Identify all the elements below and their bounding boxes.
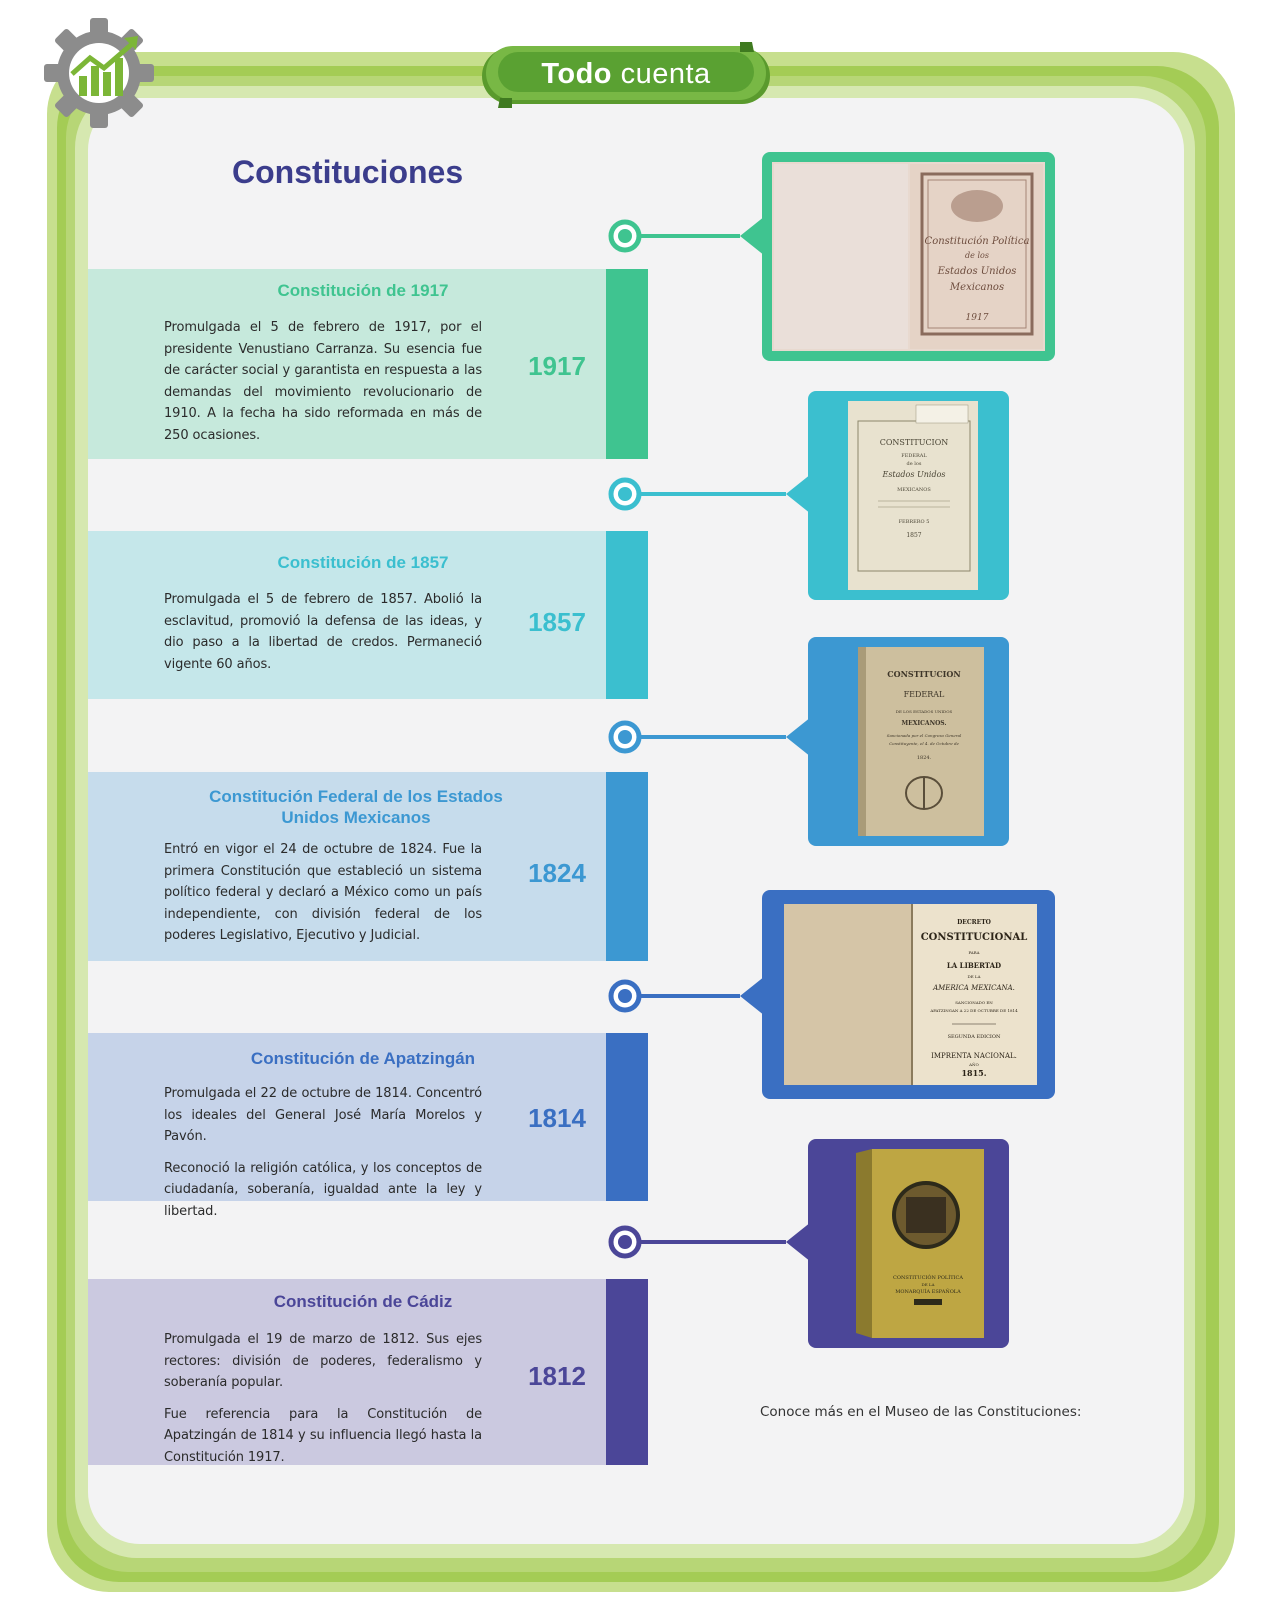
section-paragraph: Promulgada el 19 de marzo de 1812. Sus e… [164, 1332, 482, 1390]
section-paragraph: Fue referencia para la Constitución de A… [164, 1406, 482, 1465]
section-paragraph: Reconoció la religión católica, y los co… [164, 1160, 482, 1219]
book-title-line: DECRETO [957, 919, 991, 926]
section-color-bar [606, 772, 648, 961]
book-title-line: SANCIONADO EN [955, 1000, 993, 1005]
book-title-line: 1917 [966, 313, 989, 323]
book-title-line: 1815. [961, 1068, 986, 1078]
section-year: 1812 [528, 1361, 586, 1391]
timeline-connector [608, 470, 816, 518]
book-title-line: FEDERAL [901, 453, 927, 459]
image-card-1814: DECRETO CONSTITUCIONAL PARA LA LIBERTAD … [762, 890, 1055, 1099]
header-title: Todo cuenta [482, 52, 770, 96]
section-description: Entró en vigor el 24 de octubre de 1824.… [164, 839, 482, 957]
book-title-line: MEXICANOS. [901, 720, 946, 727]
section-description: Promulgada el 19 de marzo de 1812. Sus e… [164, 1329, 482, 1478]
book-title-line: CONSTITUCIÓN POLÍTICA [893, 1273, 963, 1281]
book-title-line: MEXICANOS [897, 487, 931, 493]
book-title-line: CONSTITUCION [880, 438, 949, 447]
section-title: Constitución Federal de los Estados Unid… [209, 787, 503, 827]
image-card-1917: Constitución Política de los Estados Uni… [762, 152, 1055, 361]
book-title-line: 1857 [906, 532, 921, 539]
section-description: Promulgada el 5 de febrero de 1857. Abol… [164, 589, 482, 685]
book-title-line: LA LIBERTAD [947, 961, 1001, 970]
section-color-bar [606, 1279, 648, 1465]
section-title: Constitución de Apatzingán [250, 1049, 476, 1068]
section-year: 1824 [528, 858, 586, 888]
book-title-line: FEDERAL [904, 690, 945, 699]
image-card-1824: CONSTITUCION FEDERAL DE LOS ESTADOS UNID… [808, 637, 1009, 846]
book-title-line: Constituyente, el 4. de Octubre de [889, 741, 959, 746]
book-title-line: de los [907, 461, 922, 467]
section-1812: Constitución de Cádiz Promulgada el 19 d… [88, 1279, 648, 1465]
book-title-line: PARA [968, 950, 979, 955]
section-title: Constitución de Cádiz [273, 1292, 453, 1311]
section-1814: Constitución de Apatzingán Promulgada el… [88, 1033, 648, 1219]
section-paragraph: Entró en vigor el 24 de octubre de 1824.… [164, 842, 482, 943]
section-year: 1814 [528, 1103, 586, 1133]
book-title-line: IMPRENTA NACIONAL. [931, 1052, 1017, 1060]
section-panel [88, 772, 606, 961]
section-title: Constitución de 1917 [277, 281, 449, 300]
section-year: 1857 [528, 607, 586, 637]
header-banner [482, 42, 770, 108]
museum-note: Conoce más en el Museo de las Constituci… [760, 1404, 1082, 1420]
section-panel [88, 531, 606, 699]
book-1812-image: CONSTITUCIÓN POLÍTICA DE LA MONARQUÍA ES… [818, 1149, 999, 1338]
book-title-line: SEGUNDA EDICION [948, 1034, 1001, 1040]
section-paragraph: Promulgada el 22 de octubre de 1814. Con… [164, 1086, 482, 1144]
book-title-line: DE LOS ESTADOS UNIDOS [896, 709, 953, 714]
book-title-line: APATZINGAN A 22 DE OCTUBRE DE 1814 [929, 1008, 1018, 1013]
section-color-bar [606, 1033, 648, 1201]
section-panel [88, 1033, 606, 1201]
section-1857: Constitución de 1857 Promulgada el 5 de … [88, 531, 648, 699]
book-title-line: Mexicanos [949, 282, 1004, 293]
section-1824: Constitución Federal de los Estados Unid… [88, 772, 648, 961]
section-paragraph: Promulgada el 5 de febrero de 1917, por … [164, 320, 482, 443]
section-color-bar [606, 269, 648, 459]
section-1917: Constitución de 1917 Promulgada el 5 de … [88, 269, 648, 459]
section-paragraph: Promulgada el 5 de febrero de 1857. Abol… [164, 592, 482, 672]
book-title-line: Estados Unidos [937, 266, 1017, 277]
section-title: Constitución de 1857 [277, 553, 449, 572]
section-panel [88, 269, 606, 459]
section-description: Promulgada el 22 de octubre de 1814. Con… [164, 1083, 482, 1232]
book-title-line: 1824. [917, 755, 932, 761]
book-1824-image: CONSTITUCION FEDERAL DE LOS ESTADOS UNID… [818, 647, 999, 836]
book-title-line: MONARQUÍA ESPAÑOLA [895, 1287, 961, 1295]
book-title-line: de los [965, 251, 989, 260]
book-title-line: AÑO [968, 1062, 979, 1067]
book-title-line: DE LA [922, 1282, 935, 1287]
book-1814-image: DECRETO CONSTITUCIONAL PARA LA LIBERTAD … [772, 900, 1045, 1089]
book-title-line: Constitución Política [925, 236, 1030, 247]
book-title-line: AMERICA MEXICANA. [932, 984, 1015, 992]
book-1917-image: Constitución Política de los Estados Uni… [772, 162, 1045, 351]
book-title-line: Estados Unidos [881, 470, 945, 479]
section-description: Promulgada el 5 de febrero de 1917, por … [164, 317, 482, 456]
page-title: Constituciones [232, 154, 464, 190]
book-1857-image: CONSTITUCION FEDERAL de los Estados Unid… [818, 401, 999, 590]
header-title-light: cuenta [620, 58, 711, 90]
gear-chart-logo-icon [44, 18, 154, 128]
section-panel [88, 1279, 606, 1465]
section-color-bar [606, 531, 648, 699]
book-title-line: CONSTITUCION [887, 669, 960, 679]
book-title-line: CONSTITUCIONAL [921, 932, 1028, 943]
section-year: 1917 [528, 351, 586, 381]
image-card-1812: CONSTITUCIÓN POLÍTICA DE LA MONARQUÍA ES… [808, 1139, 1009, 1348]
book-title-line: Sancionada por el Congreso General [887, 733, 962, 738]
image-card-1857: CONSTITUCION FEDERAL de los Estados Unid… [808, 391, 1009, 600]
book-title-line: DE LA [968, 974, 981, 979]
header-title-bold: Todo [541, 58, 613, 90]
book-title-line: FEBRERO 5 [899, 519, 930, 525]
